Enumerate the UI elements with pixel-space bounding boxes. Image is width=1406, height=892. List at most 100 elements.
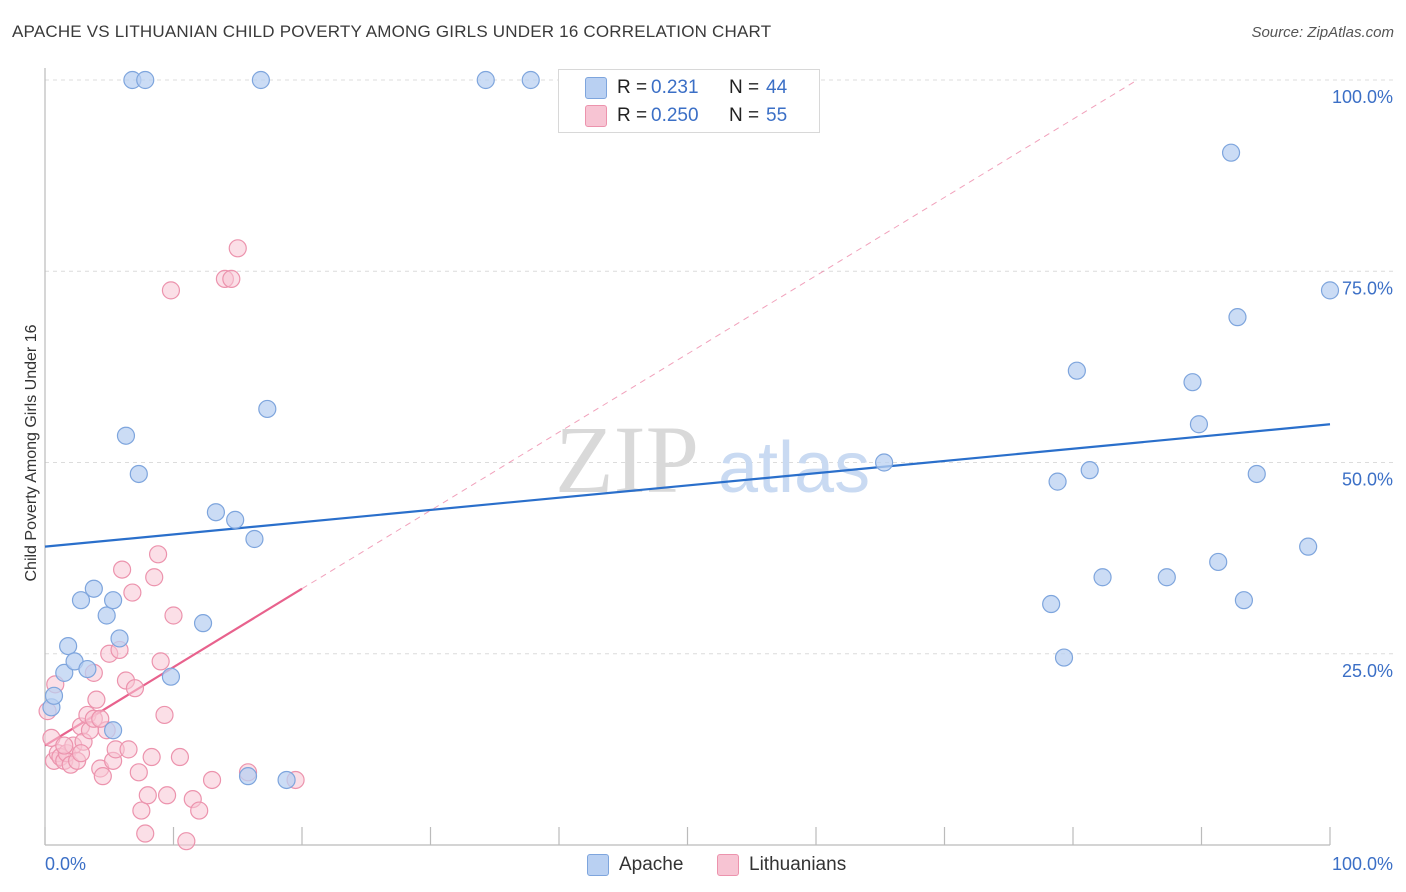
apache-point: [1157, 568, 1176, 587]
apache-point: [129, 464, 148, 484]
apache-point: [1320, 281, 1340, 300]
apache-point: [116, 426, 136, 445]
apache-point: [1234, 591, 1254, 610]
apache-point: [136, 70, 155, 90]
legend-row-apache: R = 0.231 N = 44: [559, 73, 819, 101]
lithuanians-point: [177, 832, 196, 851]
apache-point: [1183, 373, 1202, 392]
lithuanians-point: [155, 705, 174, 725]
lithuanians-point: [132, 801, 151, 820]
lithuanians-point: [202, 770, 222, 790]
correlation-legend: R = 0.231 N = 44 R = 0.250 N = 55: [558, 69, 820, 133]
apache-point: [1189, 415, 1209, 434]
apache-point: [1247, 464, 1266, 484]
lithuanians-point: [55, 736, 74, 755]
apache-point: [1054, 648, 1074, 667]
apache-point: [71, 591, 91, 610]
apache-point: [226, 510, 245, 529]
y-tick-label: 25.0%: [1342, 661, 1393, 681]
apache-point: [1093, 568, 1112, 587]
lithuanians-point: [112, 560, 132, 579]
apache-point: [1221, 143, 1241, 162]
apache-point: [97, 606, 116, 625]
apache-point: [277, 770, 296, 790]
apache-point: [206, 503, 226, 522]
lithuanians-point: [161, 281, 181, 300]
lithuanians-point: [119, 740, 138, 759]
y-axis-label: Child Poverty Among Girls Under 16: [23, 324, 40, 582]
legend-label-apache: Apache: [619, 854, 684, 875]
apache-trend-line: [44, 423, 1331, 548]
series-legend: Apache Lithuanians: [0, 852, 1406, 878]
lithuanians-point: [148, 545, 168, 564]
lithuanians-point: [136, 824, 155, 843]
r-label: R =: [617, 105, 648, 126]
apache-point: [104, 591, 123, 610]
lithuanians-point: [93, 767, 112, 786]
lithuanians-point: [142, 747, 161, 767]
lithuanians-point: [157, 786, 177, 805]
apache-point: [1042, 594, 1061, 614]
apache-swatch: [587, 854, 609, 876]
lithuanians-point: [170, 747, 190, 767]
legend-label-lithuanians: Lithuanians: [749, 854, 847, 875]
lithuanians-point: [190, 801, 209, 820]
source-credit: Source: ZipAtlas.com: [1251, 24, 1394, 41]
apache-point: [1209, 552, 1228, 572]
lithuanians-points: [38, 239, 305, 851]
x-tick-label: 0.0%: [45, 854, 86, 874]
apache-point: [476, 70, 495, 90]
r-label: R =: [617, 77, 648, 98]
apache-points: [42, 70, 1340, 790]
lithuanians-swatch: [717, 854, 739, 876]
lithuanians-trend-extension: [301, 79, 1138, 590]
lithuanians-point: [222, 269, 241, 288]
lithuanians-point: [164, 606, 183, 625]
lithuanians-point: [91, 709, 110, 728]
lithuanians-point: [228, 239, 247, 258]
apache-point: [1067, 361, 1086, 380]
lithuanians-point: [138, 786, 157, 805]
apache-point: [104, 721, 123, 740]
lithuanians-point: [151, 652, 170, 671]
n-value: 44: [766, 77, 788, 98]
apache-point: [44, 686, 64, 705]
watermark: ZIP atlas: [555, 406, 870, 513]
r-value: 0.231: [651, 77, 699, 98]
apache-point: [245, 529, 264, 549]
watermark-atlas: atlas: [718, 428, 870, 508]
apache-swatch: [585, 77, 607, 99]
apache-point: [1228, 308, 1247, 327]
lithuanians-point: [123, 583, 142, 602]
n-label: N =: [729, 105, 760, 126]
apache-point: [521, 70, 540, 90]
apache-point: [875, 453, 894, 472]
apache-point: [55, 663, 74, 682]
apache-point: [238, 767, 258, 786]
chart-title: APACHE VS LITHUANIAN CHILD POVERTY AMONG…: [12, 22, 772, 41]
legend-row-lithuanians: R = 0.250 N = 55: [559, 101, 819, 129]
lithuanians-point: [129, 763, 148, 782]
apache-point: [110, 629, 129, 648]
apache-point: [59, 636, 78, 656]
n-label: N =: [729, 77, 760, 98]
apache-point: [251, 70, 270, 90]
lithuanians-swatch: [585, 105, 607, 127]
grid-lines: [45, 79, 1395, 655]
apache-point: [193, 614, 213, 633]
apache-point: [1048, 472, 1067, 491]
apache-point: [161, 667, 181, 686]
x-tick-label: 100.0%: [1332, 854, 1393, 874]
apache-point: [1299, 537, 1318, 556]
lithuanians-point: [145, 568, 164, 587]
apache-point: [84, 579, 103, 598]
tick-labels: 25.0% 50.0% 75.0% 100.0% 0.0% 100.0%: [45, 87, 1393, 874]
y-tick-label: 50.0%: [1342, 470, 1393, 490]
y-tick-label: 75.0%: [1342, 278, 1393, 298]
lithuanians-point: [87, 690, 106, 709]
lithuanians-point: [71, 744, 91, 763]
n-value: 55: [766, 105, 788, 126]
apache-point: [1080, 461, 1099, 480]
apache-point: [78, 659, 97, 679]
